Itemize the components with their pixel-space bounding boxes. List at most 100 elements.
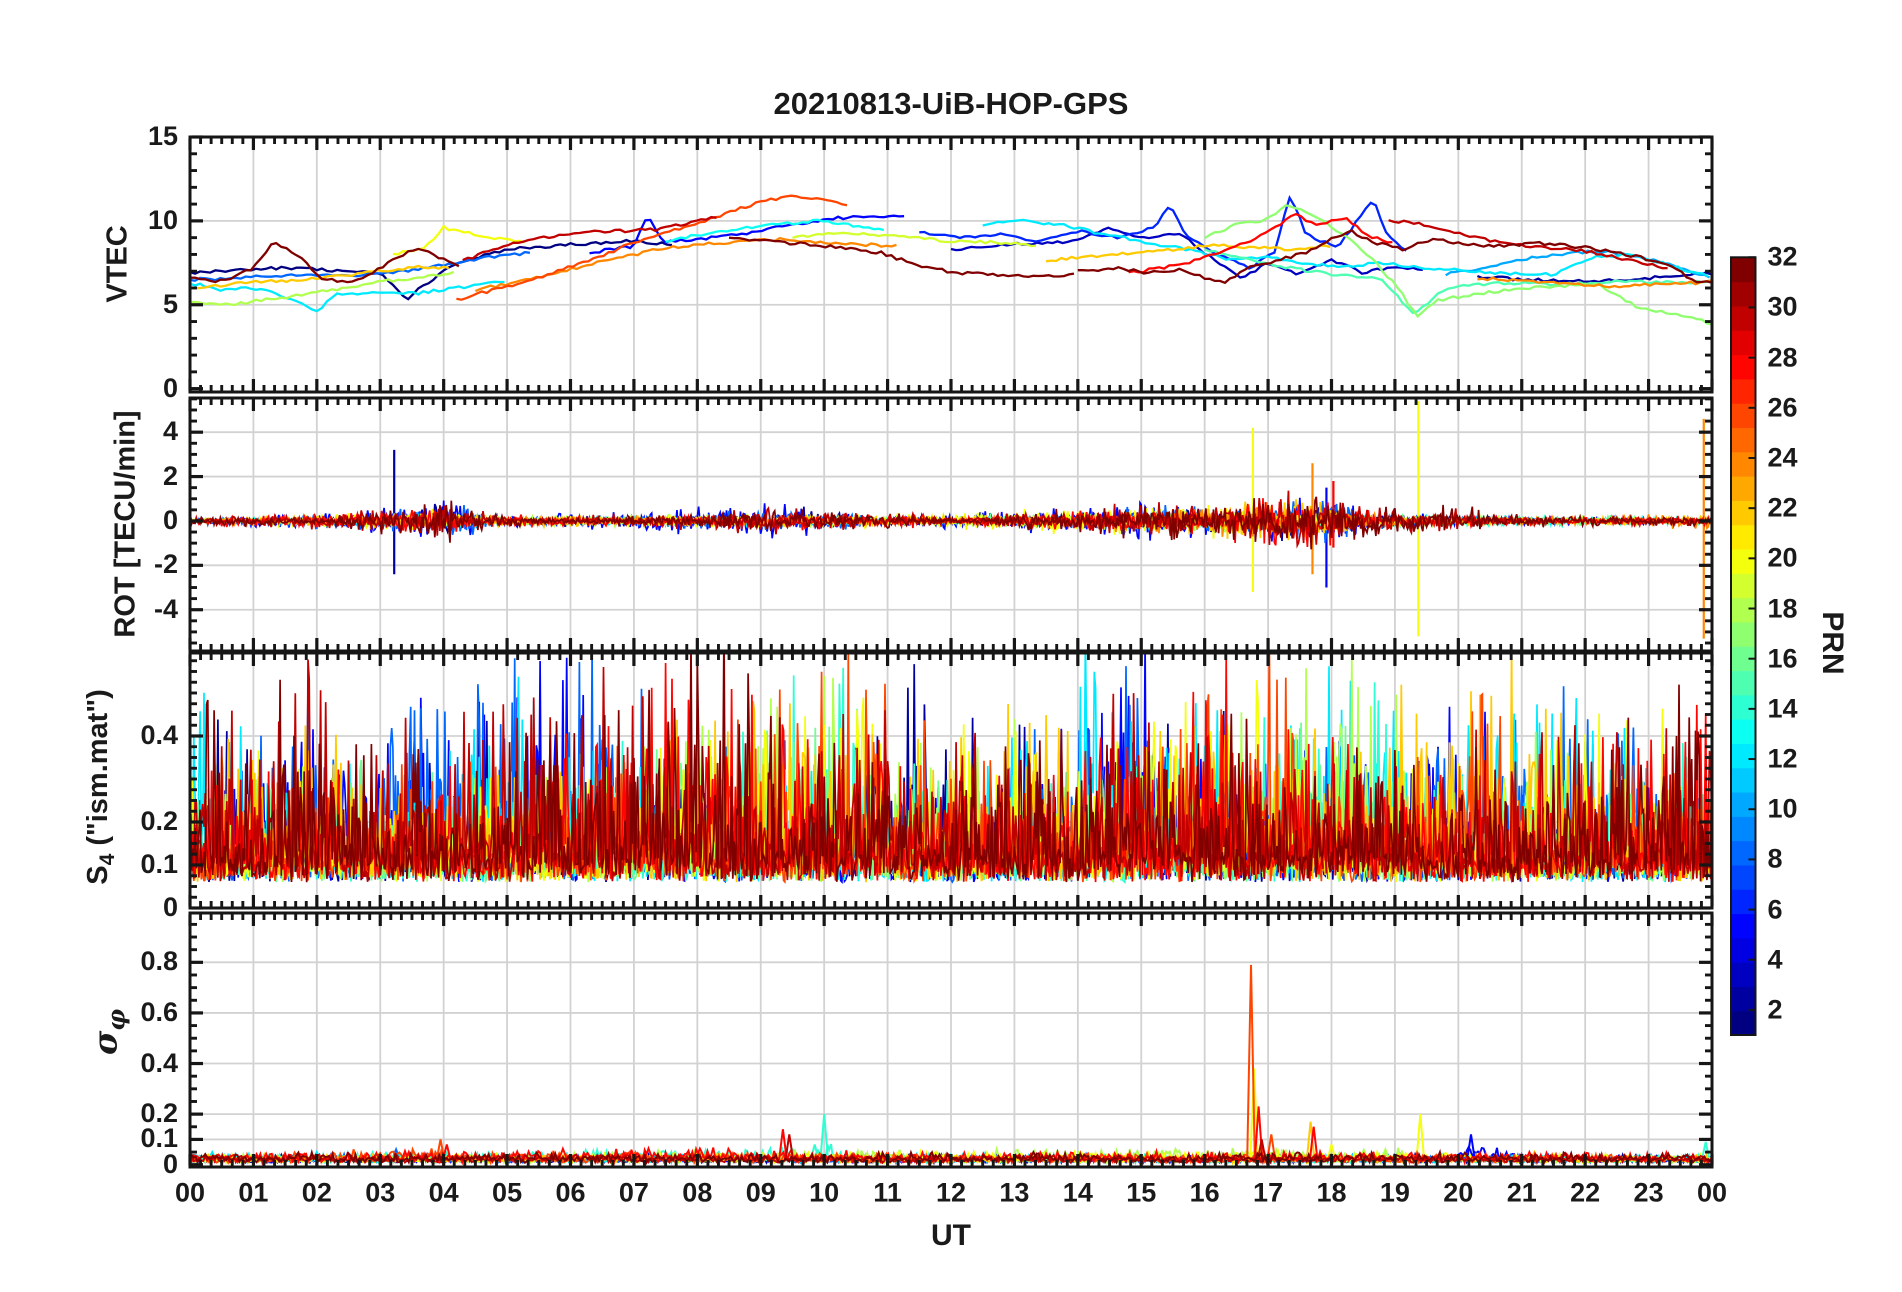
series-prn-17 (1204, 204, 1711, 326)
x-tick-label: 07 (618, 1177, 649, 1208)
x-tick-label: 17 (1253, 1177, 1284, 1208)
y-tick-label-rot: -2 (153, 549, 178, 580)
y-tick-label-s4: 0.1 (140, 848, 178, 879)
chart-title: 20210813-UiB-HOP-GPS (773, 86, 1129, 121)
y-tick-label-rot: 0 (162, 504, 178, 535)
colorbar-cell-prn-14 (1731, 694, 1756, 720)
x-tick-label: 13 (999, 1177, 1030, 1208)
colorbar-label: PRN (1816, 611, 1849, 675)
y-tick-label-rot: 2 (162, 460, 178, 491)
x-tick-label: 16 (1189, 1177, 1220, 1208)
colorbar-tick-label: 16 (1767, 643, 1798, 674)
panel-frame-sigma (188, 911, 1714, 1169)
colorbar-cell-prn-31 (1731, 281, 1756, 307)
series-prn-12 (191, 280, 505, 313)
y-tick-label-s4: 0.2 (140, 805, 178, 836)
spike-prn-28 (778, 1129, 788, 1160)
x-tick-label: 08 (682, 1177, 713, 1208)
y-tick-label-sigma: 0 (162, 1148, 178, 1179)
colorbar-tick-label: 10 (1767, 793, 1798, 824)
panel-s4 (188, 651, 1714, 910)
colorbar-cell-prn-11 (1731, 767, 1756, 793)
y-tick-label-vtec: 15 (147, 120, 178, 151)
colorbar-cell-prn-7 (1731, 864, 1756, 890)
colorbar-cell-prn-17 (1731, 621, 1756, 647)
colorbar-tick-label: 12 (1767, 743, 1798, 774)
colorbar-tick-label: 22 (1767, 492, 1798, 523)
series-prn-22 (191, 264, 450, 290)
spike-prn-30 (784, 1134, 795, 1160)
series-prn-32 (728, 236, 1075, 279)
y-tick-label-rot: 4 (162, 416, 178, 447)
x-tick-label: 18 (1316, 1177, 1347, 1208)
y-tick-label-vtec: 0 (162, 372, 178, 403)
colorbar-tick-label: 18 (1767, 593, 1798, 624)
colorbar-tick-label: 28 (1767, 342, 1798, 373)
x-tick-label: 21 (1506, 1177, 1537, 1208)
panel-vtec (188, 135, 1714, 394)
colorbar-tick-label: 20 (1767, 542, 1798, 573)
colorbar-cell-prn-1 (1731, 1010, 1756, 1036)
series-group-vtec (191, 194, 1711, 326)
y-tick-label-vtec: 5 (162, 288, 178, 319)
series-prn-28 (1128, 212, 1393, 274)
x-tick-label: 19 (1379, 1177, 1410, 1208)
colorbar-tick-label: 32 (1767, 241, 1798, 272)
series-prn-26 (456, 194, 848, 301)
colorbar-cell-prn-8 (1731, 840, 1756, 866)
series-prn-13 (665, 218, 885, 243)
series-prn-15 (1204, 248, 1711, 315)
x-tick-label: 04 (428, 1177, 459, 1208)
panel-frame-s4 (188, 651, 1714, 910)
series-prn-30 (462, 215, 717, 262)
colorbar-tick-label: 2 (1767, 994, 1783, 1025)
colorbar-cell-prn-28 (1731, 354, 1756, 380)
colorbar-cell-prn-2 (1731, 986, 1756, 1012)
colorbar-cell-prn-3 (1731, 962, 1756, 987)
panel-frame-rot (188, 396, 1714, 653)
x-tick-label: 00 (174, 1177, 206, 1208)
y-tick-label-sigma: 0.4 (140, 1047, 178, 1078)
colorbar-tick-label: 14 (1767, 693, 1798, 724)
x-tick-label: 06 (555, 1177, 586, 1208)
colorbar-cell-prn-9 (1731, 816, 1756, 842)
series-prn-24 (1477, 276, 1711, 289)
y-tick-label-s4: 0.4 (140, 719, 178, 750)
spike-prn-22 (1305, 1121, 1316, 1160)
x-tick-label: 03 (365, 1177, 396, 1208)
colorbar-cell-prn-25 (1731, 427, 1756, 453)
colorbar-tick-label: 26 (1767, 392, 1798, 423)
x-tick-label: 05 (492, 1177, 523, 1208)
panel-sigma (188, 911, 1714, 1169)
spike-prn-26 (1246, 964, 1256, 1160)
series-prn-12 (982, 218, 1709, 278)
y-tick-label-sigma: 0.8 (140, 946, 178, 977)
series-prn-32 (191, 241, 460, 284)
y-tick-label-vtec: 10 (147, 204, 178, 235)
colorbar (1730, 256, 1757, 1036)
x-tick-label: 01 (238, 1177, 269, 1208)
x-tick-label: 23 (1633, 1177, 1664, 1208)
colorbar-cell-prn-10 (1731, 791, 1756, 817)
series-prn-30 (1388, 219, 1668, 270)
series-prn-18 (191, 270, 455, 307)
colorbar-frame (1730, 256, 1757, 1036)
series-prn-1 (191, 238, 673, 301)
colorbar-cell-prn-22 (1731, 500, 1756, 526)
x-tick-label: 20 (1443, 1177, 1474, 1208)
series-prn-8 (191, 250, 531, 282)
x-tick-label: 15 (1126, 1177, 1157, 1208)
series-prn-19 (792, 231, 1037, 248)
panel-rot (188, 396, 1714, 653)
colorbar-cell-prn-21 (1731, 524, 1756, 550)
series-prn-32 (191, 654, 1711, 883)
spike-prn-14 (819, 1114, 829, 1160)
series-prn-32 (191, 496, 1711, 550)
spike-prn-20 (1415, 1114, 1426, 1160)
y-tick-label-s4: 0 (162, 891, 178, 922)
colorbar-cell-prn-29 (1731, 330, 1756, 356)
panel-frame-vtec (188, 135, 1714, 394)
colorbar-cell-prn-5 (1731, 913, 1756, 939)
